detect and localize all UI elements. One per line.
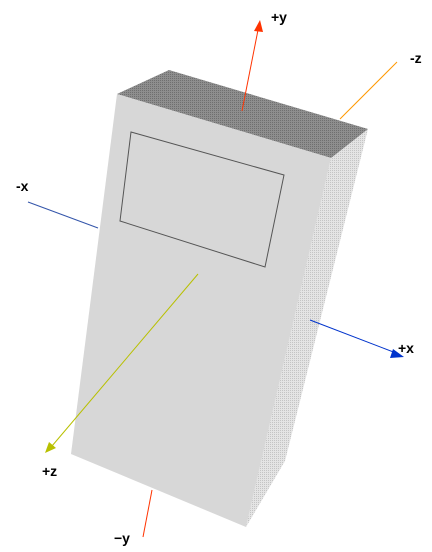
neg-y-label: −y — [114, 530, 130, 546]
pos-y-label: +y — [271, 9, 287, 25]
pos-z-axis-line — [51, 273, 199, 447]
pos-z-arrowhead — [45, 442, 56, 453]
pos-y-axis-line — [241, 29, 259, 112]
pos-z-label: +z — [42, 463, 58, 479]
device-screen — [119, 131, 285, 268]
pos-y-arrowhead — [254, 20, 263, 32]
neg-z-axis-line — [339, 61, 398, 120]
device-top-face — [117, 70, 368, 158]
neg-x-label: -x — [16, 178, 29, 194]
device-side-face — [246, 129, 368, 527]
neg-y-axis-line — [142, 489, 153, 538]
neg-x-axis-line — [27, 201, 99, 229]
pos-x-axis-line — [309, 319, 397, 354]
neg-z-label: -z — [410, 50, 422, 66]
pos-x-arrowhead — [390, 349, 404, 358]
pos-x-label: +x — [398, 340, 414, 356]
device-front-face — [71, 94, 331, 527]
